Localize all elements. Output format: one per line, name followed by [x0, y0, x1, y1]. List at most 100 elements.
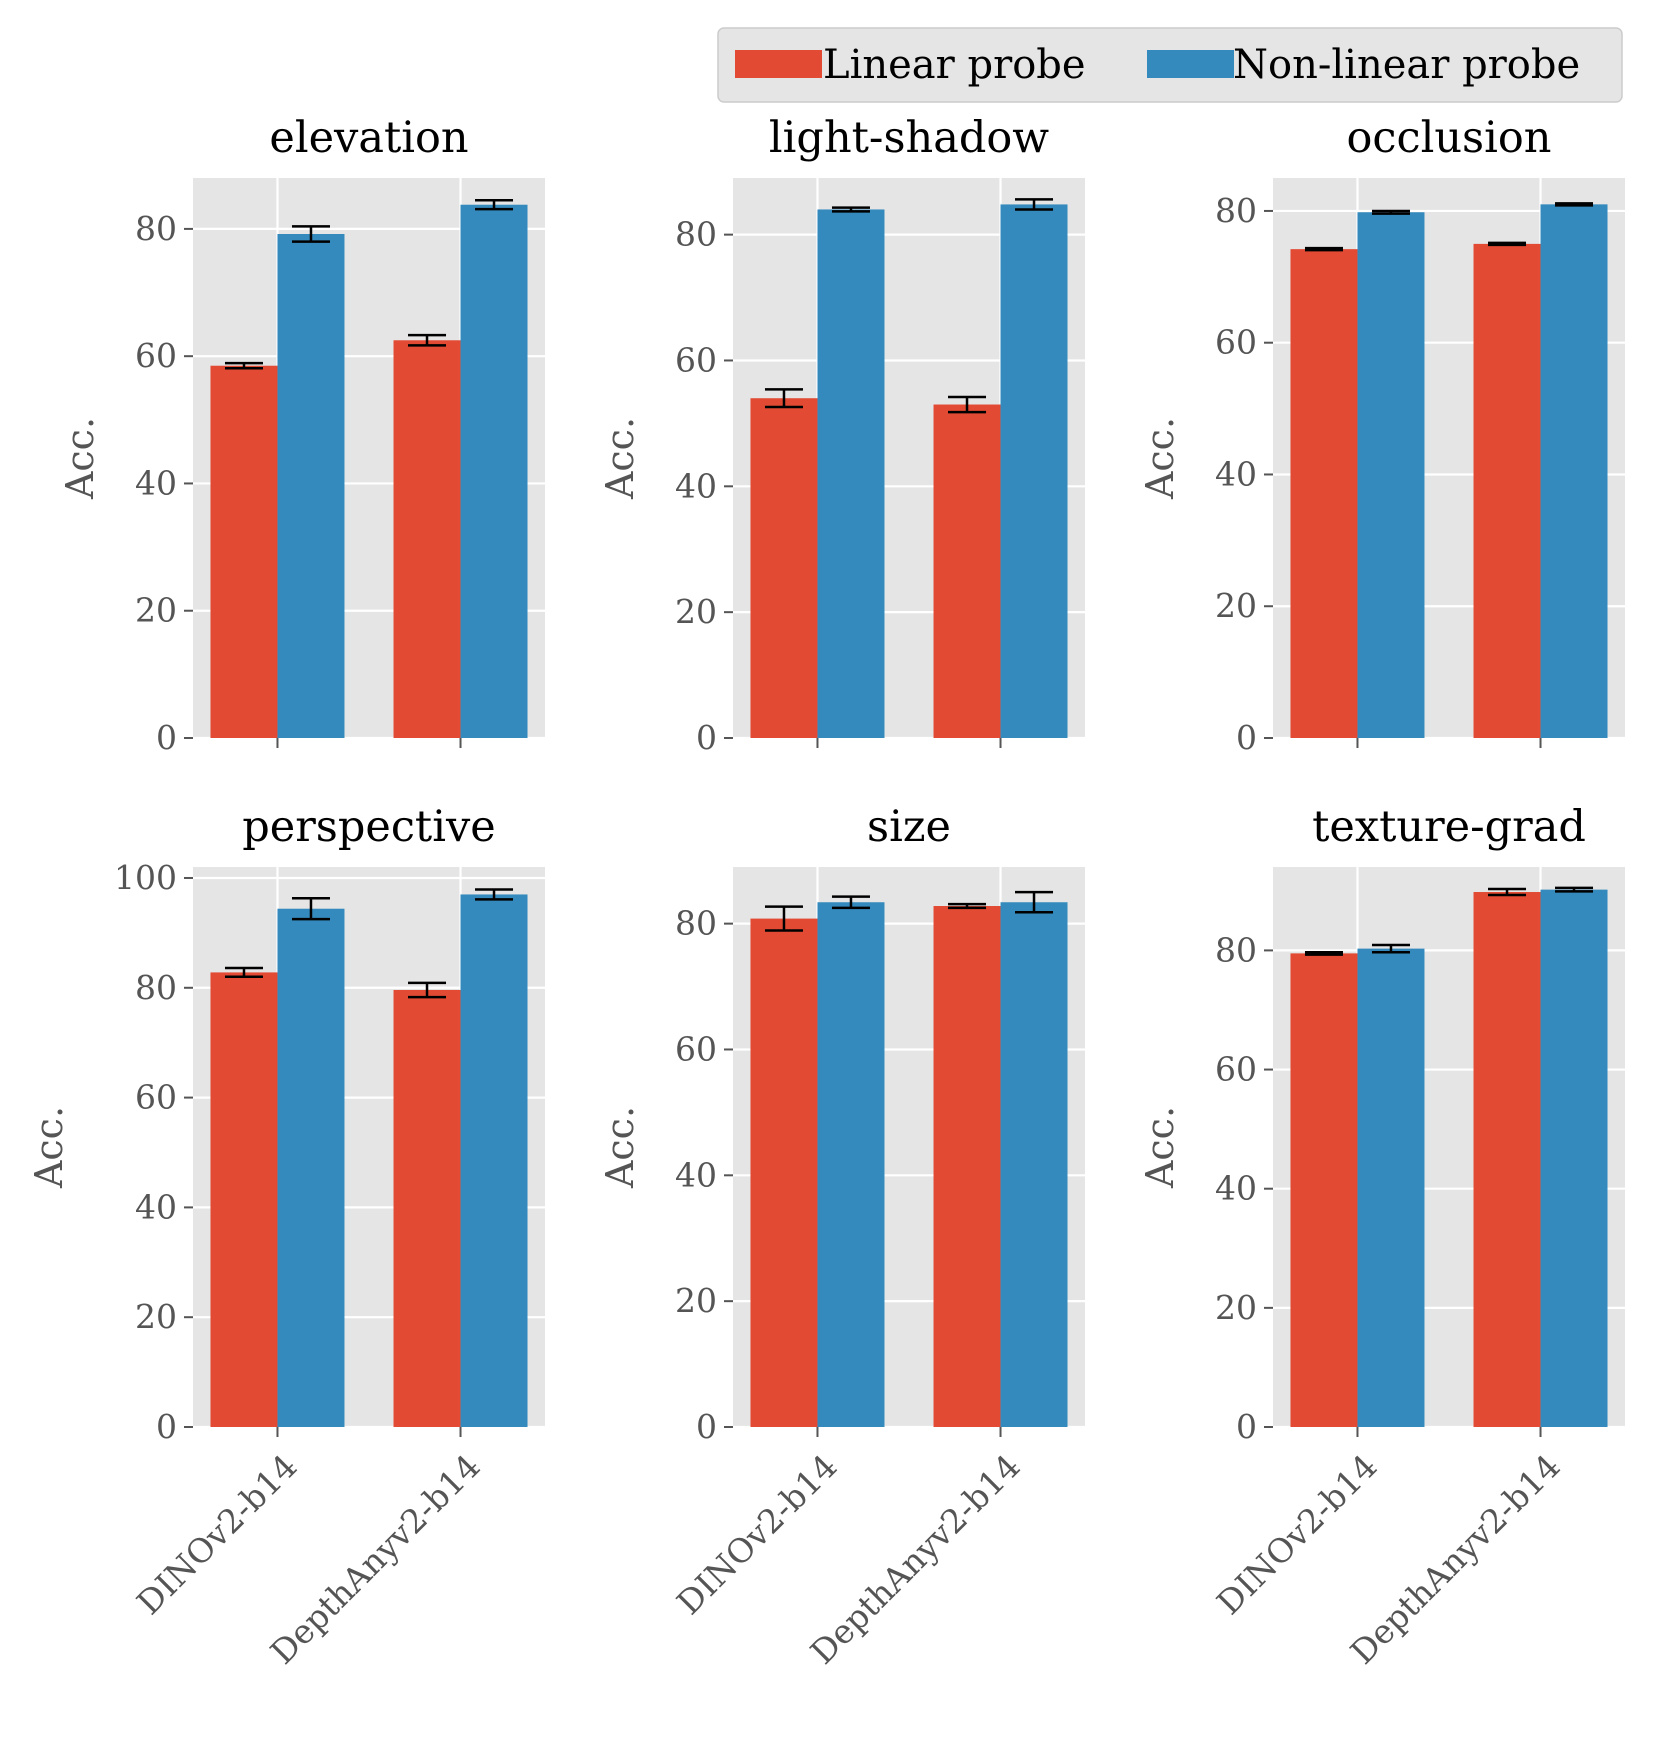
error-bar-nonlinear-1 — [475, 199, 514, 211]
y-tick-label: 60 — [675, 340, 717, 379]
legend-swatch-1 — [1147, 50, 1234, 78]
error-bar-linear-1 — [948, 902, 987, 910]
error-bar-nonlinear-1 — [1555, 202, 1594, 207]
y-tick-label: 80 — [1215, 930, 1257, 969]
error-bar-linear-0 — [1304, 246, 1343, 252]
bar-nonlinear-0 — [817, 209, 885, 738]
error-bar-linear-0 — [764, 905, 803, 932]
legend: Linear probe Non-linear probe — [717, 27, 1623, 103]
y-axis-label: Acc. — [1138, 1106, 1182, 1189]
error-bar-linear-0 — [224, 966, 263, 979]
y-tick-label: 20 — [135, 1297, 177, 1336]
y-tick-label: 0 — [1236, 718, 1257, 757]
error-bar-nonlinear-0 — [831, 895, 870, 910]
bar-nonlinear-0 — [277, 234, 345, 738]
x-tick-label: DINOv2-b14 — [1209, 1447, 1385, 1623]
error-bar-linear-0 — [764, 388, 803, 409]
y-tick-label: 0 — [1236, 1407, 1257, 1446]
panel-title: size — [867, 802, 951, 852]
bar-linear-0 — [750, 398, 818, 738]
y-tick-label: 60 — [1215, 1050, 1257, 1089]
bar-nonlinear-1 — [1540, 889, 1608, 1427]
error-bar-linear-1 — [948, 395, 987, 414]
bar-linear-0 — [210, 972, 278, 1427]
panels: 0 20 40 60 80 elevation Acc. 0 20 40 60 80 light-sha… — [27, 113, 1625, 1672]
error-bar-nonlinear-0 — [1371, 209, 1410, 215]
panel-title: perspective — [242, 802, 495, 852]
y-axis-label: Acc. — [1138, 417, 1182, 500]
y-tick-label: 80 — [675, 215, 717, 254]
legend-label-0: Linear probe — [823, 42, 1086, 88]
y-tick-label: 0 — [156, 718, 177, 757]
y-tick-label: 80 — [135, 209, 177, 248]
panel-texture-grad: 020406080DINOv2-b14DepthAnyv2-b14texture… — [1138, 802, 1625, 1672]
bar-linear-1 — [933, 906, 1001, 1427]
y-axis-label: Acc. — [598, 417, 642, 500]
y-tick-label: 20 — [675, 1281, 717, 1320]
bar-nonlinear-1 — [1540, 204, 1608, 739]
bar-nonlinear-1 — [460, 204, 528, 738]
y-tick-label: 80 — [675, 904, 717, 943]
error-bar-linear-1 — [408, 333, 447, 347]
panel-size: 020406080DINOv2-b14DepthAnyv2-b14sizeAcc… — [598, 802, 1085, 1672]
y-tick-label: 60 — [1215, 323, 1257, 362]
error-bar-linear-1 — [408, 981, 447, 999]
y-tick-label: 80 — [1215, 191, 1257, 230]
bar-linear-1 — [1473, 892, 1541, 1427]
bar-linear-0 — [210, 365, 278, 738]
bar-nonlinear-0 — [1357, 948, 1425, 1427]
y-tick-label: 60 — [675, 1029, 717, 1068]
x-tick-label: DINOv2-b14 — [129, 1447, 305, 1623]
y-axis-label: Acc. — [598, 1106, 642, 1189]
y-tick-label: 0 — [696, 1407, 717, 1446]
y-axis-label: Acc. — [27, 1106, 71, 1189]
y-tick-label: 0 — [156, 1407, 177, 1446]
y-tick-label: 20 — [1215, 586, 1257, 625]
error-bar-nonlinear-0 — [831, 206, 870, 213]
panel-title: light-shadow — [769, 113, 1049, 163]
error-bar-nonlinear-0 — [291, 225, 330, 243]
bar-nonlinear-0 — [1357, 212, 1425, 739]
y-tick-label: 100 — [114, 858, 177, 897]
error-bar-nonlinear-1 — [1555, 886, 1594, 893]
panel-light-shadow: 0 20 40 60 80 light-shadow Acc. — [598, 113, 1085, 757]
bar-nonlinear-1 — [1000, 902, 1068, 1427]
legend-label-1: Non-linear probe — [1233, 42, 1580, 88]
bar-linear-0 — [1290, 249, 1358, 738]
y-tick-label: 40 — [675, 466, 717, 505]
error-bar-nonlinear-1 — [1015, 890, 1054, 914]
bar-linear-1 — [933, 404, 1001, 738]
bar-linear-0 — [1290, 953, 1358, 1427]
error-bar-nonlinear-1 — [1015, 198, 1054, 211]
x-tick-label: DINOv2-b14 — [669, 1447, 845, 1623]
y-tick-label: 0 — [696, 718, 717, 757]
y-tick-label: 40 — [135, 1187, 177, 1226]
bar-linear-1 — [393, 340, 461, 738]
y-tick-label: 60 — [135, 336, 177, 375]
error-bar-linear-1 — [1488, 241, 1527, 247]
error-bar-linear-0 — [224, 361, 263, 370]
panel-title: texture-grad — [1312, 802, 1586, 852]
y-tick-label: 20 — [675, 592, 717, 631]
panel-title: occlusion — [1347, 113, 1552, 163]
bar-linear-0 — [750, 918, 818, 1427]
y-tick-label: 60 — [135, 1078, 177, 1117]
error-bar-nonlinear-0 — [1371, 943, 1410, 954]
y-axis-label: Acc. — [58, 417, 102, 500]
bar-nonlinear-1 — [1000, 204, 1068, 738]
bar-nonlinear-0 — [277, 908, 345, 1427]
panel-elevation: 0 20 40 60 80 elevation Acc. — [58, 113, 545, 757]
y-tick-label: 40 — [1215, 454, 1257, 493]
error-bar-nonlinear-1 — [475, 888, 514, 901]
y-tick-label: 40 — [1215, 1169, 1257, 1208]
bar-nonlinear-0 — [817, 902, 885, 1427]
error-bar-linear-1 — [1488, 887, 1527, 897]
bar-nonlinear-1 — [460, 894, 528, 1427]
error-bar-nonlinear-0 — [291, 897, 330, 921]
panel-occlusion: 0 20 40 60 80 occlusion Acc. — [1138, 113, 1625, 757]
panel-perspective: 020406080100DINOv2-b14DepthAnyv2-b14pers… — [27, 802, 545, 1672]
y-tick-label: 80 — [135, 968, 177, 1007]
y-tick-label: 40 — [135, 463, 177, 502]
panel-title: elevation — [269, 113, 468, 163]
